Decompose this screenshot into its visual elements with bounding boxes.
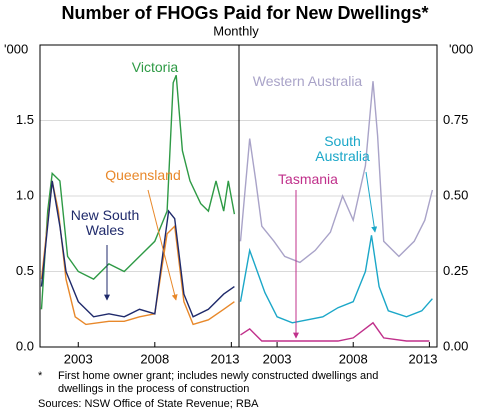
y-tick-label: 1.5 xyxy=(16,112,34,127)
series-label: Victoria xyxy=(131,59,179,75)
arrow xyxy=(147,189,178,301)
y-tick-label: 0.00 xyxy=(443,338,468,353)
series-line xyxy=(240,321,430,342)
arrow xyxy=(365,171,378,233)
series-line xyxy=(239,235,433,324)
sources: Sources: NSW Office of State Revenue; RB… xyxy=(38,398,259,410)
series-line xyxy=(40,180,235,326)
series-label: Western Australia xyxy=(252,73,363,89)
y-tick-label: 0.0 xyxy=(16,338,34,353)
series-label: New South Wales xyxy=(70,207,140,238)
y-tick-label: 0.25 xyxy=(443,263,468,278)
y-tick-label: 0.75 xyxy=(443,112,468,127)
x-tick-label: 2003 xyxy=(64,351,93,366)
note-mark: * xyxy=(38,370,43,382)
y-tick-label: 1.0 xyxy=(16,187,34,202)
chart-title: Number of FHOGs Paid for New Dwellings* xyxy=(61,3,428,23)
x-tick-label: 2003 xyxy=(263,351,292,366)
series-label: Queensland xyxy=(105,167,181,183)
series-label: South Australia xyxy=(315,133,370,164)
y-axis-unit: '000 xyxy=(449,41,473,56)
chart-subtitle: Monthly xyxy=(213,23,259,38)
x-tick-label: 2013 xyxy=(409,351,438,366)
x-tick-label: 2008 xyxy=(339,351,368,366)
series-line xyxy=(40,74,236,310)
y-tick-label: 0.50 xyxy=(443,187,468,202)
series-line xyxy=(239,81,434,264)
x-tick-label: 2013 xyxy=(211,351,240,366)
footnote: First home owner grant; includes newly c… xyxy=(58,370,379,395)
y-tick-label: 0.5 xyxy=(16,263,34,278)
x-tick-label: 2008 xyxy=(140,351,169,366)
series-label: Tasmania xyxy=(278,171,338,187)
y-axis-unit: '000 xyxy=(4,41,28,56)
series-line xyxy=(40,180,235,318)
